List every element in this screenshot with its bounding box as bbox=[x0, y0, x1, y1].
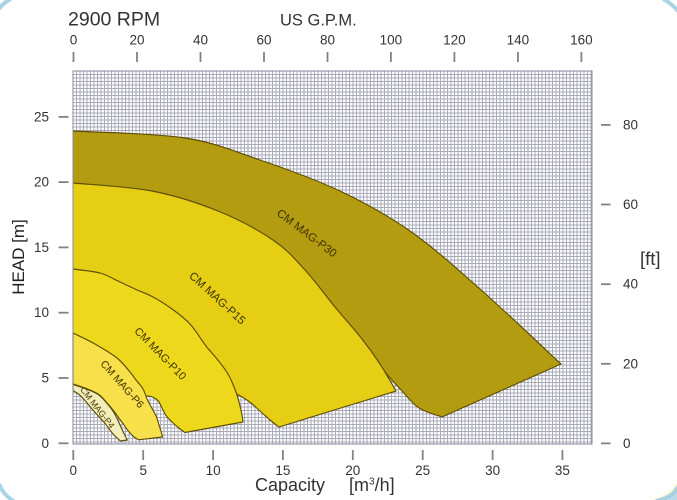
svg-text:US G.P.M.: US G.P.M. bbox=[280, 12, 357, 30]
svg-text:25: 25 bbox=[34, 109, 49, 124]
svg-text:120: 120 bbox=[443, 33, 466, 48]
svg-text:20: 20 bbox=[34, 175, 49, 190]
svg-text:80: 80 bbox=[623, 117, 638, 132]
svg-text:20: 20 bbox=[129, 33, 144, 48]
svg-text:160: 160 bbox=[570, 33, 593, 48]
svg-text:5: 5 bbox=[139, 463, 147, 478]
svg-text:40: 40 bbox=[193, 33, 208, 48]
svg-text:Capacity: Capacity bbox=[255, 475, 325, 495]
svg-text:60: 60 bbox=[623, 197, 638, 212]
svg-text:[m3/h]: [m3/h] bbox=[349, 475, 395, 495]
svg-text:0: 0 bbox=[41, 436, 49, 451]
svg-text:20: 20 bbox=[345, 463, 360, 478]
svg-text:35: 35 bbox=[555, 463, 570, 478]
svg-text:2900 RPM: 2900 RPM bbox=[68, 9, 160, 31]
svg-text:0: 0 bbox=[70, 463, 78, 478]
svg-text:25: 25 bbox=[415, 463, 430, 478]
svg-text:0: 0 bbox=[70, 33, 78, 48]
svg-text:10: 10 bbox=[206, 463, 221, 478]
svg-text:20: 20 bbox=[623, 356, 638, 371]
svg-text:60: 60 bbox=[256, 33, 271, 48]
svg-text:100: 100 bbox=[380, 33, 403, 48]
svg-text:40: 40 bbox=[623, 277, 638, 292]
svg-text:0: 0 bbox=[623, 436, 631, 451]
svg-text:10: 10 bbox=[34, 305, 49, 320]
svg-text:80: 80 bbox=[320, 33, 335, 48]
svg-text:[ft]: [ft] bbox=[640, 248, 661, 269]
svg-text:15: 15 bbox=[34, 240, 49, 255]
svg-text:140: 140 bbox=[507, 33, 530, 48]
svg-text:15: 15 bbox=[275, 463, 290, 478]
svg-text:5: 5 bbox=[41, 371, 49, 386]
svg-text:30: 30 bbox=[485, 463, 500, 478]
svg-text:HEAD [m]: HEAD [m] bbox=[9, 219, 28, 295]
